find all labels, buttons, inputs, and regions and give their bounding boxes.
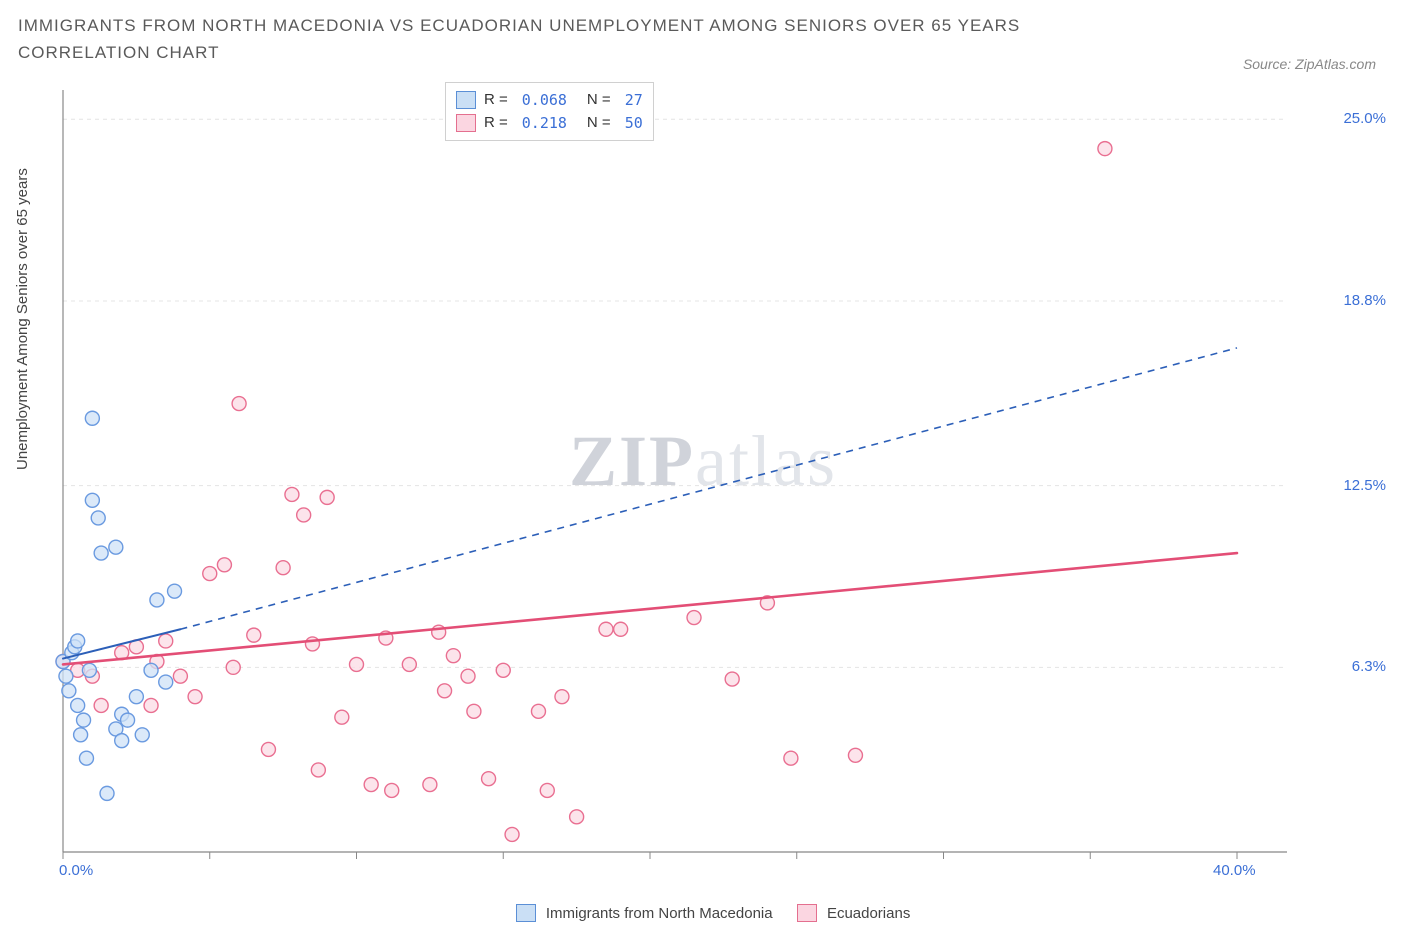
r-value-ecuadorians: 0.218 bbox=[522, 112, 567, 135]
scatter-plot bbox=[55, 80, 1295, 870]
legend-label-ecuadorians: Ecuadorians bbox=[827, 905, 910, 922]
swatch-ecuadorians bbox=[456, 114, 476, 132]
stats-row-macedonia: R = 0.068 N = 27 bbox=[456, 89, 643, 112]
y-axis-label: Unemployment Among Seniors over 65 years bbox=[14, 168, 31, 470]
x-tick-label: 0.0% bbox=[59, 862, 93, 879]
swatch-macedonia bbox=[456, 91, 476, 109]
y-tick-label: 25.0% bbox=[1306, 110, 1386, 127]
stats-row-ecuadorians: R = 0.218 N = 50 bbox=[456, 112, 643, 135]
x-tick-label: 40.0% bbox=[1213, 862, 1256, 879]
stats-legend: R = 0.068 N = 27 R = 0.218 N = 50 bbox=[445, 82, 654, 141]
chart-source: Source: ZipAtlas.com bbox=[1243, 56, 1376, 72]
n-label: N = bbox=[587, 112, 611, 135]
n-value-macedonia: 27 bbox=[625, 89, 643, 112]
r-label: R = bbox=[484, 112, 508, 135]
n-value-ecuadorians: 50 bbox=[625, 112, 643, 135]
r-label: R = bbox=[484, 89, 508, 112]
legend-label-macedonia: Immigrants from North Macedonia bbox=[546, 905, 773, 922]
y-tick-label: 6.3% bbox=[1306, 658, 1386, 675]
series-legend: Immigrants from North Macedonia Ecuadori… bbox=[0, 904, 1406, 924]
y-tick-label: 18.8% bbox=[1306, 292, 1386, 309]
n-label: N = bbox=[587, 89, 611, 112]
legend-swatch-macedonia bbox=[516, 904, 536, 922]
legend-swatch-ecuadorians bbox=[797, 904, 817, 922]
chart-title: IMMIGRANTS FROM NORTH MACEDONIA VS ECUAD… bbox=[18, 12, 1118, 66]
y-tick-label: 12.5% bbox=[1306, 477, 1386, 494]
r-value-macedonia: 0.068 bbox=[522, 89, 567, 112]
